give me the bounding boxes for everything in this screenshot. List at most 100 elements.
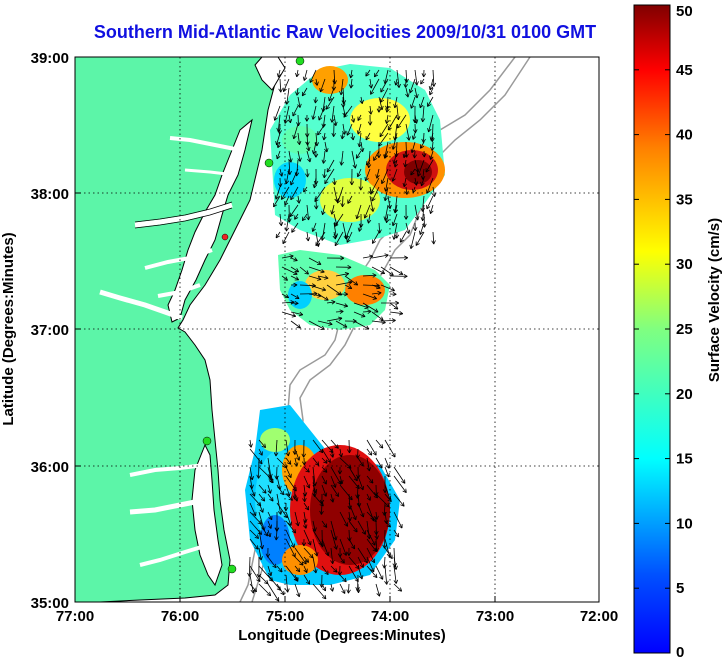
velocity-vector-head [350,84,354,89]
velocity-vector [366,457,370,472]
velocity-vector [371,311,384,321]
velocity-vector-head [400,270,404,275]
velocity-vector [314,96,317,104]
velocity-vector-head [325,459,328,464]
velocity-vector [258,511,265,531]
velocity-vector-head [249,572,252,577]
velocity-vector-head [381,105,384,110]
velocity-vector-head [330,499,334,503]
velocity-vector-head [378,154,382,158]
velocity-vector [296,69,299,77]
velocity-vector [334,213,344,227]
velocity-vector-head [376,515,379,520]
velocity-vector-head [391,145,394,150]
velocity-vector-head [395,302,400,306]
velocity-vector-head [292,134,295,139]
velocity-vector-head [391,318,396,321]
velocity-vector-head [317,461,320,466]
colorbar-tick-label: 25 [676,321,693,338]
velocity-vector-head [413,120,417,124]
velocity-vector [308,284,326,291]
velocity-vector-head [366,219,369,224]
velocity-vector-head [316,552,319,557]
velocity-vector [344,275,358,286]
velocity-vector [384,493,392,502]
velocity-vector [362,255,373,259]
velocity-vector-head [392,159,395,164]
velocity-vector-head [337,481,342,485]
velocity-vector-head [350,119,355,123]
velocity-vector-head [297,522,300,527]
velocity-vector [348,538,355,550]
velocity-vector-head [392,222,397,227]
velocity-vector-head [284,227,287,232]
velocity-vector-head [297,158,301,162]
velocity-vector [389,266,404,275]
velocity-vector-head [340,255,345,259]
velocity-vector-head [326,148,329,153]
velocity-vector-head [412,154,415,159]
velocity-vector [372,231,380,244]
velocity-vector [381,168,389,184]
velocity-vector [385,177,389,192]
velocity-vector-head [368,219,372,224]
velocity-vector [258,466,273,481]
velocity-vector [412,132,416,140]
y-tick-label: 38:00 [31,186,69,203]
velocity-vector-head [248,444,252,448]
velocity-vector-head [403,154,408,159]
velocity-vector-head [296,73,300,78]
velocity-vector-head [376,287,381,290]
velocity-vector-head [423,153,427,158]
velocity-vector-head [333,122,337,126]
velocity-vector-head [430,156,434,160]
velocity-vector-head [429,209,431,214]
velocity-vector [430,204,434,214]
velocity-vector-head [395,305,399,310]
velocity-vector-head [269,480,274,484]
velocity-vector-head [419,103,421,108]
velocity-vector [330,529,337,550]
potomac-river-edge [134,201,233,229]
velocity-vector [366,448,373,456]
velocity-vector-head [349,464,352,469]
velocity-vector-head [395,153,399,158]
velocity-vector-head [296,294,300,299]
velocity-vector [303,475,310,489]
velocity-vector [403,150,407,158]
velocity-vector [249,448,263,465]
velocity-vector-head [288,158,292,163]
velocity-vector [249,439,252,448]
velocity-vector-head [290,496,293,501]
velocity-vector-head [307,468,310,473]
velocity-vector-head [293,284,298,288]
colorbar-tick-label: 10 [676,515,693,532]
velocity-vector-head [275,196,280,200]
velocity-vector-head [368,254,374,257]
colorbar-tick-label: 50 [676,3,693,20]
velocity-vector-head [304,117,308,122]
velocity-vector-head [367,311,372,314]
velocity-vector-head [315,243,320,247]
velocity-vector-head [280,567,283,573]
velocity-vector-head [405,83,408,88]
velocity-vector-head [295,569,300,573]
velocity-vector-head [394,104,398,109]
velocity-vector-head [368,164,372,169]
velocity-vector [429,87,434,96]
velocity-vector-head [427,128,429,133]
velocity-vector-head [274,475,277,480]
velocity-vector [267,565,272,576]
velocity-vector-head [402,502,405,507]
velocity-vector-head [428,128,432,133]
velocity-vector-head [325,552,329,557]
velocity-vector [379,123,389,137]
velocity-vector-head [292,313,297,317]
velocity-vector [353,320,370,330]
velocity-vector [362,310,372,313]
velocity-vector [294,213,299,220]
velocity-vector-head [305,581,310,585]
velocity-vector-head [289,214,294,218]
velocity-vector [351,132,354,141]
velocity-vector [285,565,298,582]
